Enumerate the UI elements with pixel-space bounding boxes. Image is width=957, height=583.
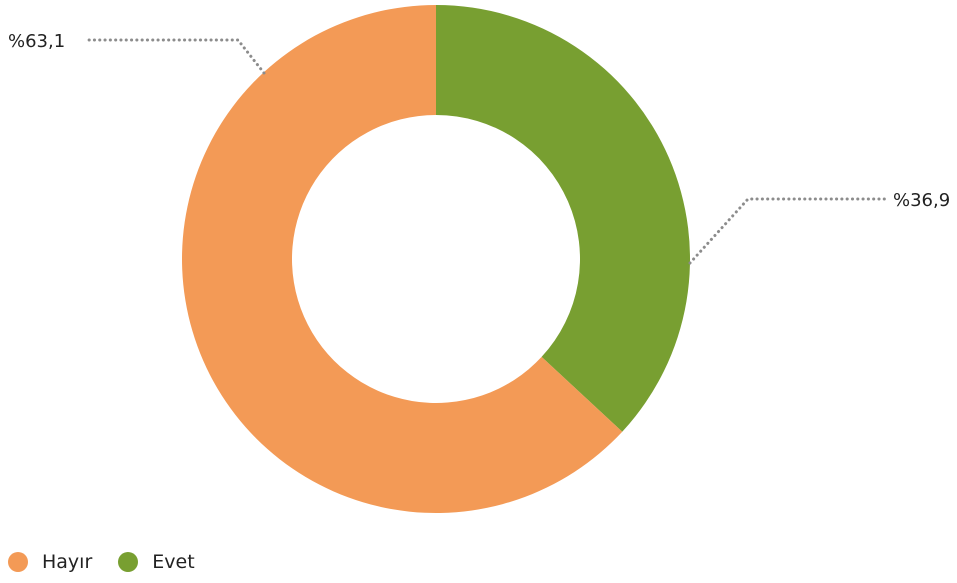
slice-evet[interactable] <box>436 5 691 432</box>
data-label-hayir: %63,1 <box>8 31 65 52</box>
legend-label-evet: Evet <box>152 551 195 573</box>
legend-swatch-hayir <box>8 552 28 572</box>
leader-line-hayir <box>86 38 266 75</box>
data-label-evet: %36,9 <box>893 190 950 211</box>
legend-label-hayir: Hayır <box>42 551 93 573</box>
legend-item-hayir[interactable]: Hayır <box>8 551 92 573</box>
slice-hayir[interactable] <box>182 5 623 513</box>
legend-item-evet[interactable]: Evet <box>118 551 195 573</box>
leader-line-evet <box>688 197 887 265</box>
chart-legend: Hayır Evet <box>8 551 195 573</box>
legend-swatch-evet <box>118 552 139 572</box>
